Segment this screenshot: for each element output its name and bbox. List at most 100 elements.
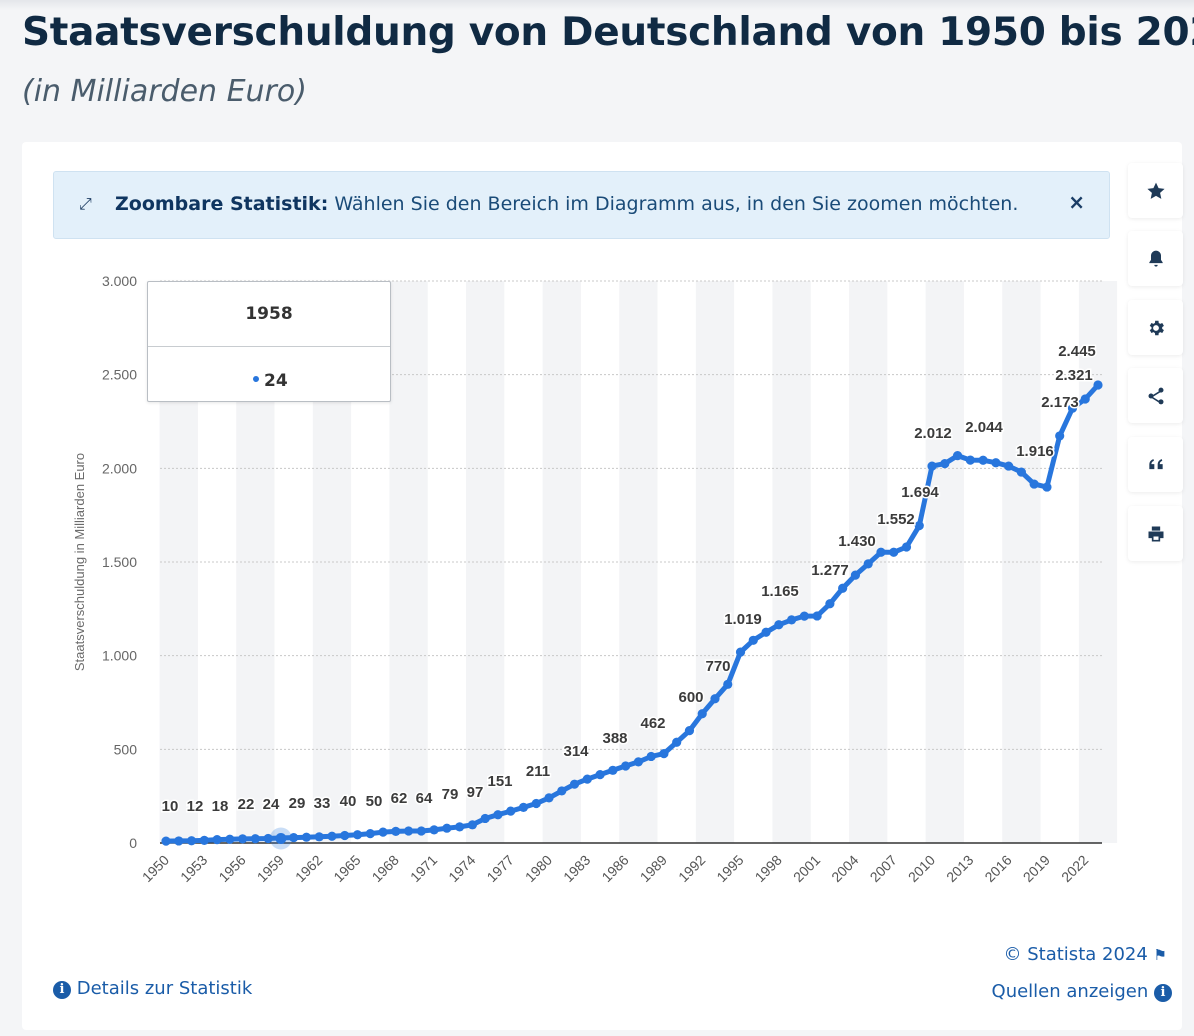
zoom-notice: ⤢ Zoombare Statistik: Wählen Sie den Ber… — [53, 171, 1110, 239]
x-tick-label: 2022 — [1058, 852, 1091, 885]
data-point — [659, 749, 669, 759]
data-point — [940, 459, 950, 469]
data-point — [786, 615, 797, 625]
info-icon: i — [1154, 984, 1172, 1002]
data-label: 79 — [442, 786, 459, 803]
data-point — [506, 806, 516, 816]
sources-link[interactable]: Quellen anzeigen i — [992, 981, 1172, 1002]
x-tick-label: 1986 — [598, 852, 631, 885]
tooltip-year: 1958 — [245, 304, 293, 324]
print-button[interactable] — [1128, 506, 1183, 561]
favorite-button[interactable] — [1128, 163, 1183, 218]
data-point — [1042, 482, 1052, 492]
data-point — [531, 798, 541, 809]
data-point — [965, 455, 975, 465]
y-tick-label: 0 — [129, 835, 137, 851]
data-point — [301, 832, 312, 842]
data-label: 2.173 — [1041, 394, 1079, 411]
data-point — [365, 829, 375, 839]
x-tick-label: 1989 — [637, 852, 670, 885]
y-tick-label: 500 — [114, 741, 138, 757]
x-tick-label: 2001 — [790, 852, 823, 885]
data-point — [582, 774, 592, 784]
chart-band — [695, 281, 735, 843]
data-point — [672, 737, 682, 747]
data-point — [327, 831, 337, 841]
close-icon[interactable]: × — [1068, 190, 1085, 214]
y-tick-label: 1.500 — [102, 554, 137, 570]
data-point — [174, 836, 184, 846]
data-label: 2.445 — [1058, 343, 1096, 360]
x-tick-label: 1983 — [560, 852, 593, 885]
data-point — [608, 765, 618, 775]
page-title: Staatsverschuldung von Deutschland von 1… — [22, 10, 1194, 55]
x-tick-label: 1953 — [177, 852, 210, 885]
data-label: 462 — [640, 715, 665, 732]
data-point — [748, 635, 758, 645]
data-point — [1016, 467, 1026, 477]
data-point — [429, 825, 439, 835]
data-point — [914, 521, 924, 531]
copyright-link[interactable]: © Statista 2024 ⚑ — [1004, 944, 1167, 965]
data-point — [186, 836, 197, 846]
share-icon — [1148, 387, 1163, 404]
x-tick-label: 1965 — [330, 852, 363, 885]
data-point — [225, 834, 235, 844]
data-point — [889, 547, 899, 557]
details-link[interactable]: i Details zur Statistik — [53, 978, 252, 999]
x-tick-label: 1962 — [292, 852, 325, 885]
notification-button[interactable] — [1128, 231, 1183, 286]
data-label: 151 — [487, 773, 512, 790]
data-label: 24 — [263, 796, 280, 813]
x-tick-label: 1992 — [675, 852, 708, 885]
data-point — [352, 830, 363, 840]
settings-button[interactable] — [1128, 300, 1183, 355]
data-point — [1080, 394, 1090, 404]
data-label: 211 — [526, 763, 550, 780]
data-point — [1029, 479, 1039, 489]
data-point — [863, 559, 873, 569]
data-point — [263, 833, 273, 844]
data-label: 64 — [416, 790, 433, 807]
data-label: 29 — [289, 795, 306, 812]
tooltip-value: 24 — [264, 371, 288, 391]
data-point — [544, 793, 554, 803]
data-point — [952, 450, 963, 461]
cite-button[interactable] — [1128, 437, 1183, 492]
x-tick-label: 2004 — [828, 852, 861, 885]
top-shadow-bar — [0, 0, 1194, 10]
data-point — [314, 832, 324, 842]
data-point — [1055, 431, 1065, 441]
x-tick-label: 1950 — [139, 852, 172, 885]
data-label: 600 — [678, 689, 703, 706]
data-label: 33 — [314, 795, 331, 812]
hover-point — [275, 833, 287, 845]
tooltip-divider — [148, 346, 390, 347]
zoom-notice-text: Zoombare Statistik: Wählen Sie den Berei… — [115, 193, 1018, 215]
data-point — [289, 832, 299, 843]
data-label: 770 — [705, 658, 730, 675]
data-point — [684, 726, 695, 736]
data-point — [825, 599, 835, 609]
data-point — [978, 455, 988, 465]
data-point — [455, 822, 465, 832]
share-button[interactable] — [1128, 368, 1183, 423]
data-point — [812, 611, 822, 621]
data-point — [493, 810, 503, 820]
x-tick-label: 2010 — [905, 852, 938, 885]
data-label: 1.019 — [724, 611, 762, 628]
data-label: 18 — [212, 798, 229, 815]
data-label: 1.430 — [838, 533, 876, 550]
data-point — [774, 620, 784, 630]
info-icon: i — [53, 981, 71, 999]
data-point — [723, 679, 733, 689]
data-point — [735, 647, 746, 657]
data-point — [161, 836, 171, 846]
data-point — [238, 834, 248, 844]
data-label: 97 — [467, 784, 484, 801]
data-point — [761, 627, 771, 637]
data-point — [442, 823, 452, 833]
data-point — [697, 709, 707, 719]
data-point — [850, 570, 861, 580]
